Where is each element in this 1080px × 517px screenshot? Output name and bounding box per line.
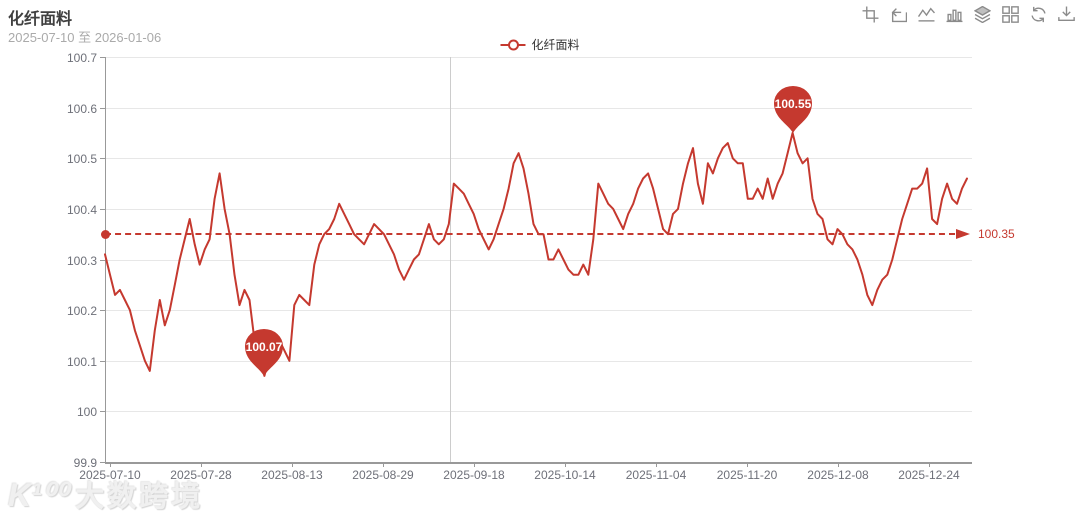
y-axis-label: 100.2 <box>66 304 97 319</box>
y-axis-label: 100.3 <box>66 253 97 268</box>
svg-text:100.55: 100.55 <box>774 97 811 111</box>
restore-icon[interactable] <box>1030 6 1047 23</box>
x-axis-label: 2025-09-18 <box>443 468 505 482</box>
watermark-logo: K¹⁰⁰ <box>8 477 68 513</box>
gridline <box>105 57 972 58</box>
x-axis-label: 2025-12-24 <box>898 468 960 482</box>
y-axis-label: 100.4 <box>66 202 97 217</box>
x-axis-label: 2025-07-10 <box>79 468 141 482</box>
gridline <box>105 310 972 312</box>
y-axis-tick <box>100 208 105 210</box>
markline-arrow-icon <box>956 229 970 240</box>
y-axis-label: 100.1 <box>66 354 97 369</box>
y-axis-tick <box>100 360 105 362</box>
save-image-icon[interactable] <box>1058 6 1075 23</box>
gridline <box>105 107 972 109</box>
y-axis-label: 100.5 <box>66 152 97 167</box>
markline-label: 100.35 <box>978 227 1015 242</box>
tiled-icon[interactable] <box>1002 6 1019 23</box>
y-axis-tick <box>100 259 105 261</box>
x-axis-tick <box>201 462 202 467</box>
series-line <box>104 131 968 377</box>
y-axis-tick <box>100 107 105 109</box>
gridline <box>105 360 972 362</box>
x-axis-tick <box>565 462 566 467</box>
x-axis-label: 2025-07-28 <box>170 468 232 482</box>
markline-start-dot <box>101 230 110 240</box>
x-axis-label: 2025-08-29 <box>352 468 414 482</box>
watermark: K¹⁰⁰ 大数跨境 <box>8 473 203 515</box>
x-axis-label: 2025-08-13 <box>261 468 323 482</box>
vertical-split-line <box>450 57 451 462</box>
stack-icon[interactable] <box>973 5 992 24</box>
max-markpoint: 100.55 <box>771 85 815 135</box>
toolbox <box>862 5 1075 24</box>
y-axis-tick <box>100 310 105 312</box>
x-axis-tick <box>110 462 111 467</box>
x-axis-tick <box>656 462 657 467</box>
x-axis-tick <box>474 462 475 467</box>
x-axis-label: 2025-12-08 <box>807 468 869 482</box>
area-zoom-icon[interactable] <box>862 6 879 23</box>
line-chart-icon[interactable] <box>917 6 935 23</box>
zoom-reset-icon[interactable] <box>890 6 908 23</box>
gridline <box>105 411 972 413</box>
page-title: 化纤面料 <box>8 11 73 28</box>
markline <box>105 233 955 236</box>
gridline <box>105 259 972 261</box>
x-axis-label: 2025-11-04 <box>625 468 687 482</box>
x-axis-line <box>105 462 972 464</box>
x-axis-tick <box>292 462 293 467</box>
svg-text:100.07: 100.07 <box>246 340 283 354</box>
y-axis-label: 99.9 <box>73 456 97 470</box>
y-axis-label: 100.6 <box>66 101 97 116</box>
legend-label: 化纤面料 <box>531 38 580 52</box>
gridline <box>105 208 972 210</box>
legend-item[interactable]: 化纤面料 <box>500 36 580 53</box>
x-axis-label: 2025-11-20 <box>716 468 778 482</box>
bar-chart-icon[interactable] <box>946 6 963 23</box>
y-axis-tick <box>100 411 105 413</box>
x-axis-tick <box>838 462 839 467</box>
y-axis-tick <box>100 462 105 463</box>
x-axis-label: 2025-10-14 <box>534 468 596 482</box>
y-axis-tick <box>100 158 105 160</box>
y-axis-label: 100.7 <box>66 51 97 65</box>
gridline <box>105 158 972 160</box>
y-axis-label: 100 <box>76 405 97 420</box>
date-range: 2025-07-10 至 2026-01-06 <box>8 30 162 45</box>
x-axis-tick <box>747 462 748 467</box>
line-series-marker-icon <box>500 39 526 50</box>
x-axis-tick <box>929 462 930 467</box>
x-axis-tick <box>383 462 384 467</box>
min-markpoint: 100.07 <box>242 328 286 378</box>
watermark-text: 大数跨境 <box>75 481 204 513</box>
y-axis-tick <box>100 57 105 58</box>
